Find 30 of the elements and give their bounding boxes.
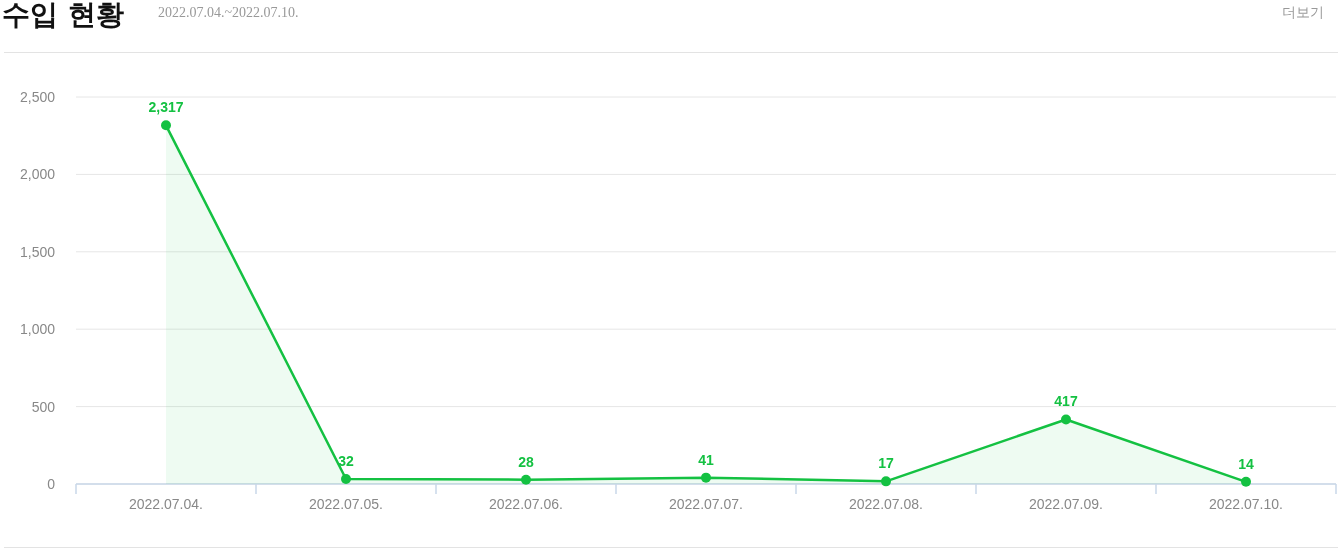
point <box>1241 476 1251 487</box>
chart-title: 수입 현황 <box>2 0 124 31</box>
data-label: 41 <box>698 451 714 468</box>
point <box>881 476 891 487</box>
x-tick-label: 2022.07.06. <box>489 496 563 512</box>
point <box>521 474 531 485</box>
y-tick-label: 1,000 <box>19 321 56 338</box>
x-tick-label: 2022.07.04. <box>129 496 203 512</box>
y-tick-label: 500 <box>31 398 56 415</box>
y-tick-label: 2,000 <box>19 166 56 183</box>
chart-subtitle: 2022.07.04.~2022.07.10. <box>158 5 299 20</box>
point <box>1061 414 1071 425</box>
point <box>701 472 711 483</box>
y-tick-label: 0 <box>47 476 56 492</box>
x-tick-label: 2022.07.08. <box>849 496 923 512</box>
data-label: 2,317 <box>148 99 184 116</box>
x-tick-label: 2022.07.05. <box>309 496 383 512</box>
x-tick-label: 2022.07.09. <box>1029 496 1103 512</box>
data-label: 28 <box>518 453 534 470</box>
data-label: 17 <box>878 455 894 472</box>
x-tick-label: 2022.07.07. <box>669 496 743 512</box>
text: 더보기 <box>1282 4 1324 20</box>
point <box>341 474 351 485</box>
data-label: 32 <box>338 453 354 470</box>
point <box>161 120 171 131</box>
y-tick-label: 1,500 <box>19 243 56 260</box>
data-label: 417 <box>1054 393 1078 410</box>
data-label: 14 <box>1238 455 1254 472</box>
y-tick-label: 2,500 <box>19 89 56 105</box>
x-tick-label: 2022.07.10. <box>1209 496 1283 512</box>
